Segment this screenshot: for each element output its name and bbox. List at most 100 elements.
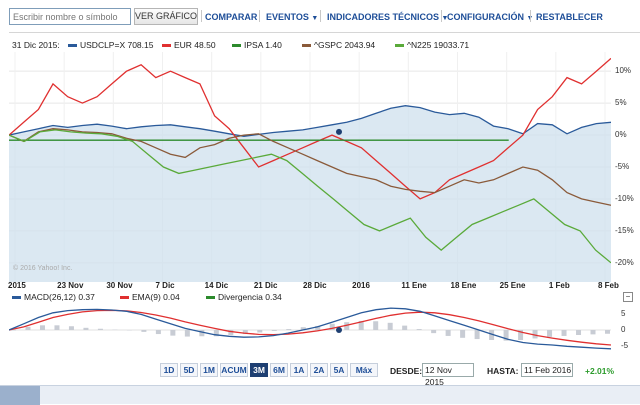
divergence-bar: [98, 329, 103, 330]
divergence-bar: [83, 328, 88, 330]
y-tick-label: -10%: [615, 194, 634, 203]
legend-date: 31 Dic 2015:: [12, 40, 60, 50]
series-swatch: [120, 296, 129, 299]
divergence-bar: [69, 326, 74, 330]
divergence-bar: [576, 330, 581, 335]
x-tick-label: 18 Ene: [451, 281, 477, 290]
macd-y-tick-label: 0: [621, 325, 625, 334]
divergence-bar: [547, 330, 552, 337]
range-button-6m[interactable]: 6M: [270, 363, 288, 377]
divergence-bar: [605, 330, 610, 334]
range-button-3m[interactable]: 3M: [250, 363, 268, 377]
toolbar-separator: [259, 10, 260, 22]
divergence-bar: [54, 325, 59, 330]
legend-eur: EUR 48.50: [162, 40, 216, 50]
to-date-field[interactable]: 11 Feb 2016: [521, 363, 573, 377]
divergence-bar: [402, 326, 407, 330]
series-swatch: [395, 44, 404, 47]
toolbar-separator: [201, 10, 202, 22]
x-tick-label: 11 Ene: [401, 281, 426, 290]
legend-n225: ^N225 19033.71: [395, 40, 469, 50]
divergence-bar: [446, 330, 451, 336]
divergence-bar: [373, 321, 378, 330]
series-swatch: [12, 296, 21, 299]
legend-gspc: ^GSPC 2043.94: [302, 40, 375, 50]
x-tick-label: 14 Dic: [205, 281, 229, 290]
range-button-5a[interactable]: 5A: [330, 363, 348, 377]
macd-y-tick-label: 5: [621, 309, 625, 318]
watermark: © 2016 Yahoo! Inc.: [13, 265, 72, 272]
range-button-1d[interactable]: 1D: [160, 363, 178, 377]
legend-divergence: Divergencia 0.34: [206, 292, 282, 302]
legend-usdclp: USDCLP=X 708.15: [68, 40, 153, 50]
x-tick-label: 2015: [8, 281, 26, 290]
divergence-bar: [475, 330, 480, 339]
y-tick-label: 0%: [615, 130, 627, 139]
crosshair-marker: [336, 327, 342, 333]
y-tick-label: -15%: [615, 226, 634, 235]
from-label: DESDE:: [390, 366, 422, 376]
series-swatch: [232, 44, 241, 47]
divergence-bar: [170, 330, 175, 336]
macd-chart[interactable]: [9, 305, 611, 355]
y-tick-label: 5%: [615, 98, 627, 107]
toolbar: VER GRÁFICO COMPARAR EVENTOS ▼ INDICADOR…: [0, 0, 640, 32]
divergence-bar: [388, 323, 393, 330]
range-button-1a[interactable]: 1A: [290, 363, 308, 377]
x-tick-label: 2016: [352, 281, 370, 290]
divergence-bar: [417, 329, 422, 330]
x-tick-label: 21 Dic: [254, 281, 278, 290]
navigator-handle[interactable]: [0, 386, 40, 405]
reset-menu[interactable]: RESTABLECER: [536, 12, 603, 22]
range-button-acum[interactable]: ACUM: [220, 363, 248, 377]
events-menu[interactable]: EVENTOS ▼: [266, 12, 318, 22]
series-swatch: [206, 296, 215, 299]
divergence-bar: [156, 330, 161, 334]
to-label: HASTA:: [487, 366, 518, 376]
collapse-panel-button[interactable]: −: [623, 292, 633, 302]
divergence-bar: [40, 325, 45, 330]
y-tick-label: 10%: [615, 66, 631, 75]
toolbar-separator: [530, 10, 531, 22]
toolbar-separator: [441, 10, 442, 22]
series-swatch: [162, 44, 171, 47]
legend-ipsa: IPSA 1.40: [232, 40, 282, 50]
view-chart-button[interactable]: VER GRÁFICO: [134, 8, 198, 25]
range-button-1m[interactable]: 1M: [200, 363, 218, 377]
legend-ema: EMA(9) 0.04: [120, 292, 180, 302]
divergence-bar: [591, 330, 596, 334]
range-button-máx[interactable]: Máx: [350, 363, 378, 377]
technical-indicators-menu[interactable]: INDICADORES TÉCNICOS ▼: [327, 12, 448, 22]
legend-macd: MACD(26,12) 0.37: [12, 292, 95, 302]
navigator-bar[interactable]: [0, 385, 640, 404]
range-button-5d[interactable]: 5D: [180, 363, 198, 377]
divergence-bar: [185, 330, 190, 337]
from-date-field[interactable]: 12 Nov 2015: [422, 363, 474, 377]
divergence-bar: [272, 330, 277, 331]
x-tick-label: 1 Feb: [549, 281, 570, 290]
settings-menu[interactable]: CONFIGURACIÓN ▼: [447, 12, 533, 22]
divergence-bar: [460, 330, 465, 338]
range-button-2a[interactable]: 2A: [310, 363, 328, 377]
divergence-bar: [199, 330, 204, 336]
comparison-chart[interactable]: [9, 52, 611, 282]
x-tick-label: 25 Ene: [500, 281, 526, 290]
divergence-bar: [562, 330, 567, 336]
divergence-bar: [286, 329, 291, 330]
symbol-search-input[interactable]: [9, 8, 131, 25]
crosshair-marker: [336, 129, 342, 135]
macd-y-tick-label: -5: [621, 341, 628, 350]
divergence-bar: [141, 330, 146, 332]
macd-line: [9, 308, 611, 349]
series-swatch: [302, 44, 311, 47]
divergence-bar: [25, 327, 30, 330]
x-tick-label: 8 Feb: [598, 281, 619, 290]
toolbar-separator: [320, 10, 321, 22]
y-tick-label: -20%: [615, 258, 634, 267]
x-tick-label: 30 Nov: [106, 281, 132, 290]
x-tick-label: 7 Dic: [156, 281, 175, 290]
divergence-bar: [431, 330, 436, 333]
compare-menu[interactable]: COMPARAR: [205, 12, 257, 22]
y-tick-label: -5%: [615, 162, 629, 171]
series-swatch: [68, 44, 77, 47]
